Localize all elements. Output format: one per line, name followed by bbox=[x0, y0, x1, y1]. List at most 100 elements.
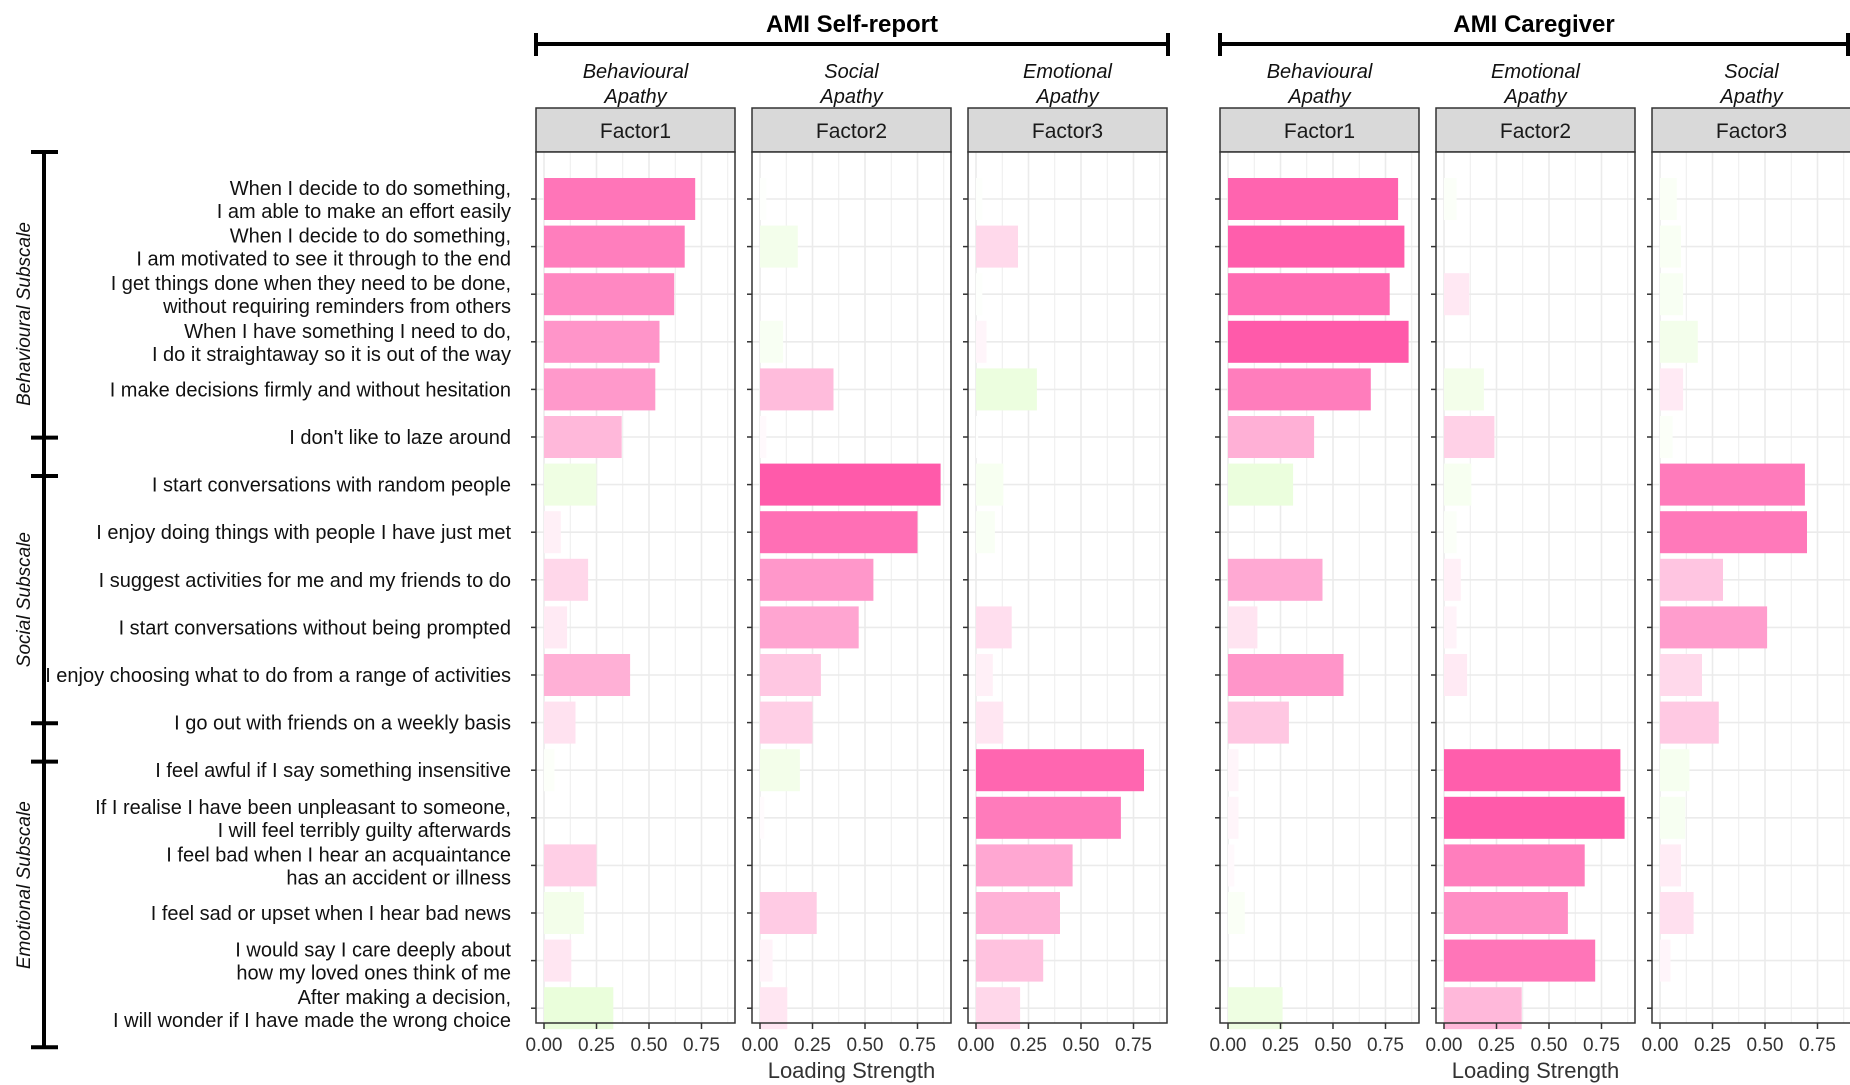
bar bbox=[1444, 892, 1568, 934]
bar bbox=[1444, 463, 1472, 506]
x-axis-title: Loading Strength bbox=[768, 1058, 936, 1083]
bar bbox=[544, 463, 597, 506]
item-label: When I have something I need to do, bbox=[184, 321, 511, 343]
x-tick-label: 0.75 bbox=[899, 1035, 936, 1056]
item-label: I will wonder if I have made the wrong c… bbox=[113, 1010, 511, 1032]
bar bbox=[1228, 606, 1258, 649]
panel-border bbox=[751, 151, 952, 1024]
item-label: has an accident or illness bbox=[286, 867, 511, 889]
factor-name: Apathy bbox=[1719, 86, 1783, 108]
x-tick-label: 0.25 bbox=[1694, 1035, 1731, 1056]
bar bbox=[1660, 701, 1719, 744]
bar bbox=[1660, 178, 1677, 220]
bar bbox=[1228, 701, 1289, 744]
bar bbox=[1444, 416, 1495, 458]
bar bbox=[544, 558, 589, 601]
bar bbox=[976, 225, 1018, 268]
bar bbox=[976, 273, 983, 316]
bar bbox=[1660, 892, 1694, 934]
item-label: I feel bad when I hear an acquaintance bbox=[166, 844, 511, 866]
bar bbox=[1228, 178, 1399, 220]
bar bbox=[1660, 939, 1671, 982]
bar bbox=[544, 939, 572, 982]
item-label: I feel sad or upset when I hear bad news bbox=[151, 903, 511, 925]
group-title: AMI Caregiver bbox=[1453, 11, 1614, 38]
facet-strip-label: Factor2 bbox=[1500, 120, 1571, 143]
bar bbox=[1444, 178, 1457, 220]
bar bbox=[976, 796, 1121, 839]
item-label: I start conversations with random people bbox=[152, 475, 511, 497]
bar bbox=[544, 844, 597, 887]
x-tick-label: 0.00 bbox=[1426, 1035, 1463, 1056]
x-tick-label: 0.00 bbox=[526, 1035, 563, 1056]
item-label: I enjoy choosing what to do from a range… bbox=[45, 665, 511, 687]
bar bbox=[544, 273, 675, 316]
bar bbox=[544, 178, 696, 220]
item-label: I start conversations without being prom… bbox=[119, 617, 511, 639]
item-label: how my loved ones think of me bbox=[236, 963, 511, 985]
x-tick-label: 0.50 bbox=[631, 1035, 668, 1056]
factor-name: Social bbox=[824, 61, 879, 83]
item-label: After making a decision, bbox=[298, 987, 511, 1009]
bar bbox=[1444, 273, 1470, 316]
bar bbox=[1228, 320, 1409, 363]
panel-border bbox=[535, 151, 736, 1024]
bar bbox=[760, 416, 767, 458]
bar bbox=[1228, 273, 1390, 316]
bar bbox=[760, 463, 941, 506]
bar bbox=[760, 368, 834, 411]
bar bbox=[1660, 273, 1684, 316]
bar bbox=[544, 892, 584, 934]
group-title: AMI Self-report bbox=[766, 11, 938, 38]
bar bbox=[1228, 558, 1323, 601]
bar bbox=[1444, 606, 1457, 649]
bar bbox=[760, 654, 821, 696]
x-tick-label: 0.50 bbox=[1315, 1035, 1352, 1056]
x-tick-label: 0.75 bbox=[1799, 1035, 1836, 1056]
facet-strip bbox=[1435, 107, 1636, 153]
facet-strip bbox=[751, 107, 952, 153]
facet-strip bbox=[1219, 107, 1420, 153]
x-tick-label: 0.25 bbox=[1010, 1035, 1047, 1056]
bar bbox=[1228, 225, 1405, 268]
bar bbox=[544, 416, 622, 458]
bar bbox=[760, 701, 813, 744]
panel-border bbox=[1219, 151, 1420, 1024]
bar bbox=[1228, 987, 1283, 1030]
factor-name: Behavioural bbox=[583, 61, 689, 83]
x-tick-label: 0.25 bbox=[578, 1035, 615, 1056]
facet-strip-label: Factor1 bbox=[600, 120, 671, 143]
item-label: I do it straightaway so it is out of the… bbox=[152, 344, 511, 366]
bar bbox=[544, 654, 631, 696]
x-tick-label: 0.75 bbox=[1367, 1035, 1404, 1056]
bar bbox=[976, 749, 1144, 792]
bar bbox=[544, 749, 555, 792]
bar bbox=[1660, 844, 1681, 887]
item-label: I am motivated to see it through to the … bbox=[136, 249, 511, 271]
bar bbox=[760, 939, 773, 982]
bar bbox=[760, 987, 788, 1030]
factor-name: Apathy bbox=[1035, 86, 1099, 108]
bar bbox=[1228, 368, 1371, 411]
factor-name: Apathy bbox=[1287, 86, 1351, 108]
bar bbox=[544, 320, 660, 363]
item-label: I will feel terribly guilty afterwards bbox=[218, 820, 511, 842]
factor-name: Social bbox=[1724, 61, 1779, 83]
facet-strip-label: Factor3 bbox=[1032, 120, 1103, 143]
x-tick-label: 0.50 bbox=[847, 1035, 884, 1056]
bar bbox=[976, 892, 1060, 934]
bar bbox=[1444, 749, 1621, 792]
bar bbox=[760, 225, 798, 268]
bar bbox=[976, 416, 979, 458]
bar bbox=[544, 368, 656, 411]
bar bbox=[1444, 558, 1461, 601]
item-label: I feel awful if I say something insensit… bbox=[155, 760, 511, 782]
bar bbox=[1660, 511, 1807, 554]
factor-name: Emotional bbox=[1491, 61, 1580, 83]
bar bbox=[544, 511, 561, 554]
bar bbox=[544, 701, 576, 744]
x-tick-label: 0.00 bbox=[742, 1035, 779, 1056]
item-label: When I decide to do something, bbox=[230, 226, 511, 248]
bar bbox=[760, 796, 765, 839]
bar bbox=[1660, 225, 1681, 268]
